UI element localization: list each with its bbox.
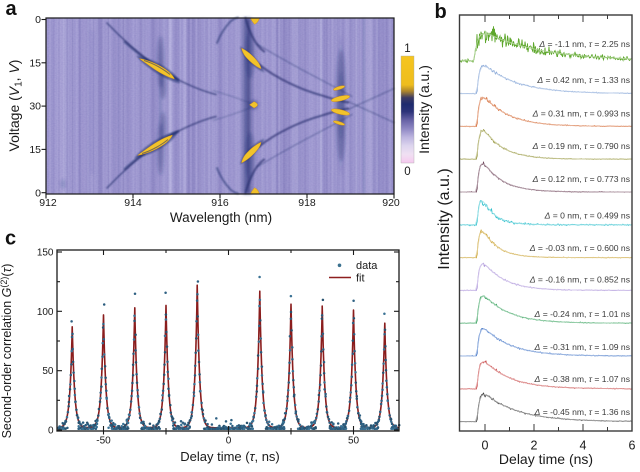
svg-text:912: 912 bbox=[39, 197, 57, 209]
svg-text:15: 15 bbox=[29, 144, 41, 156]
svg-text:data: data bbox=[356, 260, 378, 272]
svg-text:1: 1 bbox=[404, 43, 410, 55]
svg-text:0: 0 bbox=[226, 436, 232, 447]
svg-text:Voltage (V1, V): Voltage (V1, V) bbox=[6, 60, 25, 152]
svg-text:Δ = 0.19 nm, τ = 0.790 ns: Δ = 0.19 nm, τ = 0.790 ns bbox=[532, 141, 630, 151]
svg-text:Wavelength (nm): Wavelength (nm) bbox=[170, 210, 272, 225]
svg-text:918: 918 bbox=[298, 197, 316, 209]
svg-text:fit: fit bbox=[356, 273, 365, 285]
svg-text:0: 0 bbox=[482, 439, 489, 453]
svg-text:0: 0 bbox=[48, 426, 54, 437]
svg-text:Δ = -0.03 nm, τ = 0.600 ns: Δ = -0.03 nm, τ = 0.600 ns bbox=[529, 243, 630, 253]
svg-text:Δ = -0.16 nm, τ = 0.852 ns: Δ = -0.16 nm, τ = 0.852 ns bbox=[529, 275, 630, 285]
svg-text:0: 0 bbox=[35, 187, 41, 199]
svg-text:916: 916 bbox=[211, 197, 229, 209]
svg-text:Δ = 0.31 nm, τ = 0.993 ns: Δ = 0.31 nm, τ = 0.993 ns bbox=[532, 109, 630, 119]
svg-text:Δ = 0 nm, τ = 0.499 ns: Δ = 0 nm, τ = 0.499 ns bbox=[544, 211, 630, 221]
svg-text:150: 150 bbox=[37, 248, 54, 259]
svg-text:920: 920 bbox=[382, 197, 400, 209]
svg-text:4: 4 bbox=[580, 439, 587, 453]
svg-text:Δ = -0.38 nm, τ = 1.07 ns: Δ = -0.38 nm, τ = 1.07 ns bbox=[534, 374, 630, 384]
svg-text:Δ = -1.1 nm, τ = 2.25 ns: Δ = -1.1 nm, τ = 2.25 ns bbox=[538, 39, 630, 49]
svg-text:Δ = 0.42 nm, τ = 1.33 ns: Δ = 0.42 nm, τ = 1.33 ns bbox=[536, 75, 630, 85]
svg-text:-50: -50 bbox=[96, 436, 111, 447]
svg-text:30: 30 bbox=[29, 101, 41, 113]
svg-text:b: b bbox=[435, 1, 447, 23]
svg-text:15: 15 bbox=[29, 57, 41, 69]
svg-text:Δ = -0.31 nm, τ = 1.09 ns: Δ = -0.31 nm, τ = 1.09 ns bbox=[534, 342, 630, 352]
svg-text:50: 50 bbox=[348, 436, 360, 447]
svg-text:2: 2 bbox=[531, 439, 538, 453]
svg-text:Delay time (τ, ns): Delay time (τ, ns) bbox=[180, 449, 280, 464]
svg-text:Δ = 0.12 nm, τ = 0.773 ns: Δ = 0.12 nm, τ = 0.773 ns bbox=[532, 174, 630, 184]
svg-text:Intensity (a.u.): Intensity (a.u.) bbox=[416, 65, 432, 154]
svg-text:50: 50 bbox=[42, 366, 54, 377]
svg-text:0: 0 bbox=[404, 166, 410, 178]
svg-text:0: 0 bbox=[35, 14, 41, 26]
svg-text:6: 6 bbox=[629, 439, 636, 453]
svg-text:a: a bbox=[6, 0, 18, 20]
svg-text:Second-order correlation G(2)(: Second-order correlation G(2)(τ) bbox=[0, 264, 14, 439]
svg-text:c: c bbox=[5, 228, 16, 250]
svg-text:914: 914 bbox=[124, 197, 142, 209]
svg-text:Δ = -0.24 nm, τ = 1.01 ns: Δ = -0.24 nm, τ = 1.01 ns bbox=[534, 309, 630, 319]
svg-text:Delay time (ns): Delay time (ns) bbox=[499, 451, 593, 467]
svg-text:100: 100 bbox=[37, 307, 54, 318]
svg-text:Intensity (a.u.): Intensity (a.u.) bbox=[436, 168, 453, 269]
svg-text:Δ = -0.45 nm, τ = 1.36 ns: Δ = -0.45 nm, τ = 1.36 ns bbox=[534, 407, 630, 417]
